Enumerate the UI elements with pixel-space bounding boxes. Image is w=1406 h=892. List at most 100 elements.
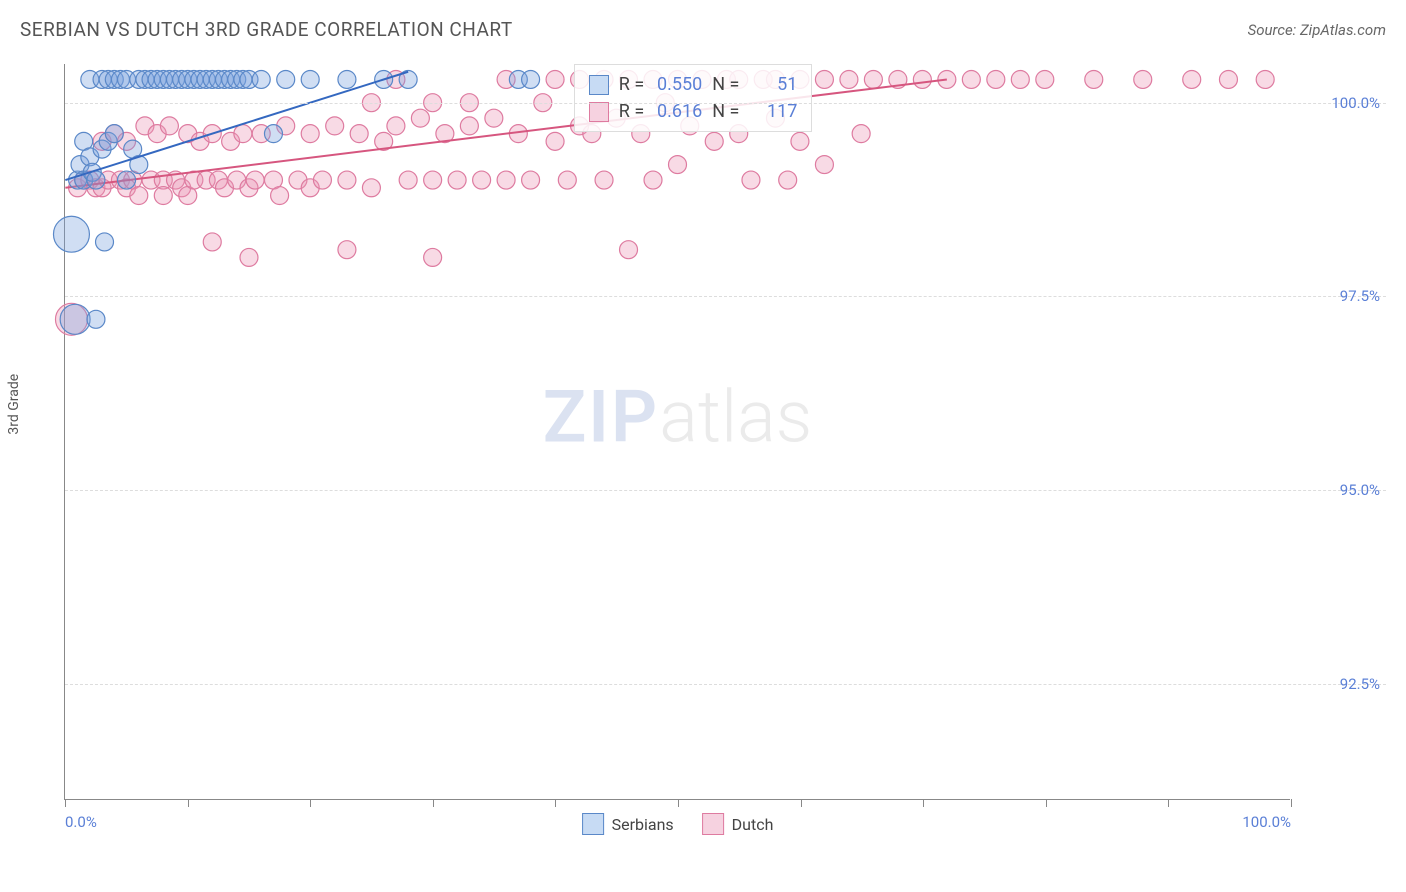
data-point	[53, 216, 89, 252]
data-point	[240, 248, 258, 266]
series-swatch-icon	[702, 813, 724, 835]
series-label: Serbians	[612, 815, 674, 834]
data-point	[558, 171, 576, 189]
series-swatch-icon	[582, 813, 604, 835]
gridline	[65, 296, 1386, 297]
series-legend-item: Serbians	[582, 813, 674, 835]
data-point	[1183, 70, 1201, 88]
legend-swatch-icon	[589, 75, 609, 95]
data-point	[60, 304, 90, 334]
x-tick	[310, 799, 311, 807]
x-tick	[1168, 799, 1169, 807]
data-point	[473, 171, 491, 189]
chart-header: SERBIAN VS DUTCH 3RD GRADE CORRELATION C…	[0, 0, 1406, 51]
y-tick-label: 100.0%	[1296, 94, 1380, 112]
data-point	[840, 70, 858, 88]
data-point	[448, 171, 466, 189]
data-point	[742, 171, 760, 189]
data-point	[105, 125, 123, 143]
series-legend: Serbians Dutch	[582, 813, 774, 835]
gridline	[65, 103, 1386, 104]
legend-r-label: R =	[619, 71, 644, 98]
data-point	[595, 171, 613, 189]
data-point	[1256, 70, 1274, 88]
data-point	[987, 70, 1005, 88]
data-point	[301, 70, 319, 88]
x-tick-label: 0.0%	[65, 813, 97, 831]
data-point	[791, 132, 809, 150]
data-point	[264, 125, 282, 143]
data-point	[669, 156, 687, 174]
data-point	[277, 70, 295, 88]
x-tick	[801, 799, 802, 807]
data-point	[1011, 70, 1029, 88]
x-tick	[678, 799, 679, 807]
data-point	[252, 70, 270, 88]
legend-r-value: 0.550	[654, 71, 702, 98]
data-point	[118, 171, 136, 189]
data-point	[485, 109, 503, 127]
data-point	[815, 156, 833, 174]
plot-area: ZIPatlas R =0.550N =51R =0.616N =117 Ser…	[64, 64, 1290, 800]
data-point	[705, 132, 723, 150]
data-point	[913, 70, 931, 88]
data-point	[338, 70, 356, 88]
data-point	[424, 171, 442, 189]
data-point	[1085, 70, 1103, 88]
data-point	[644, 171, 662, 189]
legend-swatch-icon	[589, 102, 609, 122]
data-point	[460, 117, 478, 135]
x-tick	[1046, 799, 1047, 807]
data-point	[522, 70, 540, 88]
data-point	[338, 171, 356, 189]
data-point	[779, 171, 797, 189]
data-point	[246, 171, 264, 189]
chart-container: 3rd Grade ZIPatlas R =0.550N =51R =0.616…	[20, 52, 1386, 862]
legend-n-value: 51	[749, 71, 797, 98]
data-point	[411, 109, 429, 127]
data-point	[1134, 70, 1152, 88]
legend-row: R = 0.550 N = 51	[589, 71, 798, 98]
data-point	[424, 248, 442, 266]
plot-svg	[65, 64, 1290, 799]
data-point	[96, 233, 114, 251]
data-point	[338, 241, 356, 259]
y-tick-label: 95.0%	[1296, 481, 1380, 499]
data-point	[160, 117, 178, 135]
data-point	[399, 171, 417, 189]
gridline	[65, 684, 1386, 685]
data-point	[130, 187, 148, 205]
data-point	[203, 233, 221, 251]
data-point	[1219, 70, 1237, 88]
data-point	[497, 171, 515, 189]
data-point	[234, 125, 252, 143]
data-point	[815, 70, 833, 88]
data-point	[301, 125, 319, 143]
y-tick-label: 97.5%	[1296, 287, 1380, 305]
data-point	[387, 117, 405, 135]
data-point	[1036, 70, 1054, 88]
data-point	[962, 70, 980, 88]
data-point	[154, 187, 172, 205]
data-point	[852, 125, 870, 143]
data-point	[350, 125, 368, 143]
data-point	[620, 241, 638, 259]
chart-title: SERBIAN VS DUTCH 3RD GRADE CORRELATION C…	[20, 18, 513, 41]
data-point	[313, 171, 331, 189]
data-point	[362, 179, 380, 197]
data-point	[864, 70, 882, 88]
data-point	[546, 132, 564, 150]
x-tick	[188, 799, 189, 807]
y-axis-label: 3rd Grade	[6, 374, 22, 435]
series-legend-item: Dutch	[702, 813, 774, 835]
data-point	[87, 171, 105, 189]
correlation-legend: R =0.550N =51R =0.616N =117	[574, 64, 813, 132]
x-tick	[555, 799, 556, 807]
data-point	[522, 171, 540, 189]
gridline	[65, 490, 1386, 491]
data-point	[87, 310, 105, 328]
legend-n-label: N =	[712, 71, 739, 98]
y-tick-label: 92.5%	[1296, 675, 1380, 693]
data-point	[326, 117, 344, 135]
x-tick	[65, 799, 66, 807]
